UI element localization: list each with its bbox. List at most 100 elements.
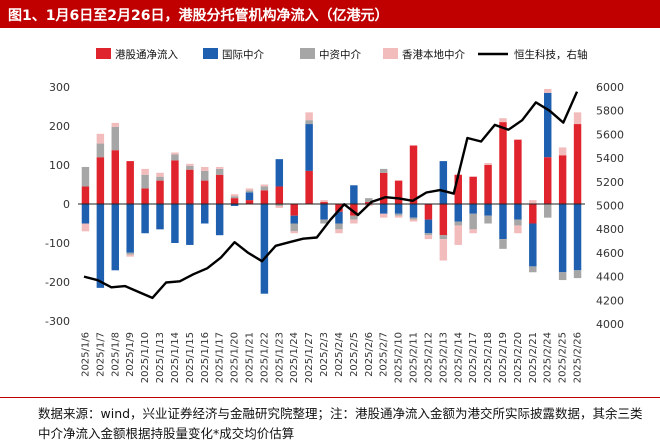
legend-swatch-1 bbox=[203, 48, 218, 59]
bar-southbound bbox=[186, 169, 194, 204]
x-tick-label: 2025/1/9 bbox=[125, 332, 136, 377]
bar-international bbox=[215, 204, 224, 236]
bar-chinese bbox=[379, 168, 388, 173]
bar-hk-local bbox=[245, 188, 254, 191]
bar-southbound bbox=[350, 204, 358, 216]
legend-swatch-3 bbox=[383, 48, 398, 59]
bar-hk-local bbox=[409, 219, 418, 222]
x-tick-label: 2025/1/23 bbox=[274, 332, 285, 383]
bar-southbound bbox=[499, 122, 507, 204]
bar-chinese bbox=[215, 168, 224, 175]
y-left-tick-label: 300 bbox=[49, 81, 70, 94]
bar-hk-local bbox=[186, 163, 194, 166]
source-note: 数据来源：wind，兴业证券经济与金融研究院整理；注：港股通净流入金额为港交所实… bbox=[38, 406, 643, 441]
bar-international bbox=[514, 204, 522, 220]
bar-southbound bbox=[275, 186, 284, 204]
y-right-tick-label: 4800 bbox=[596, 223, 624, 236]
bar-chinese bbox=[365, 198, 373, 203]
y-right-tick-label: 4400 bbox=[596, 271, 624, 284]
bar-hk-local bbox=[558, 147, 567, 156]
x-tick-label: 2025/2/7 bbox=[379, 332, 390, 377]
bar-chinese bbox=[573, 270, 582, 279]
bar-international bbox=[484, 204, 492, 216]
bar-international bbox=[499, 204, 507, 240]
x-tick-label: 2025/2/14 bbox=[453, 332, 464, 383]
legend-swatch-2 bbox=[300, 48, 315, 59]
bar-chinese bbox=[469, 213, 477, 230]
x-tick-label: 2025/2/19 bbox=[498, 332, 509, 383]
bar-hk-local bbox=[111, 122, 120, 127]
y-right-tick-label: 5400 bbox=[596, 152, 624, 165]
bar-southbound bbox=[126, 161, 134, 204]
bar-southbound bbox=[454, 174, 462, 204]
bar-international bbox=[573, 204, 582, 271]
x-tick-label: 2025/2/17 bbox=[468, 332, 479, 383]
bar-hk-local bbox=[275, 205, 284, 208]
bar-international bbox=[439, 161, 448, 204]
bar-southbound bbox=[543, 157, 552, 204]
bar-hk-local bbox=[320, 200, 328, 203]
bar-hk-local bbox=[305, 112, 313, 121]
bar-international bbox=[305, 124, 313, 171]
legend-label-4: 恒生科技，右轴 bbox=[514, 48, 588, 61]
bar-international bbox=[260, 204, 269, 294]
bar-chinese bbox=[111, 126, 120, 151]
bar-southbound bbox=[111, 150, 120, 204]
x-tick-label: 2025/2/25 bbox=[558, 332, 569, 383]
x-tick-label: 2025/2/26 bbox=[573, 332, 584, 383]
y-right-tick-label: 5600 bbox=[596, 128, 624, 141]
bar-international bbox=[201, 204, 209, 224]
bar-hk-local bbox=[543, 88, 552, 93]
bar-chinese bbox=[245, 190, 254, 193]
bar-chinese bbox=[290, 223, 298, 232]
bar-hk-local bbox=[215, 166, 224, 169]
bar-hk-local bbox=[171, 152, 179, 155]
bar-chinese bbox=[543, 204, 552, 218]
bar-international bbox=[469, 204, 477, 214]
bar-international bbox=[529, 223, 537, 267]
title-bar: 图1、1月6日至2月26日，港股分托管机构净流入（亿港元） bbox=[0, 0, 660, 28]
bar-southbound bbox=[141, 188, 149, 204]
x-tick-label: 2025/1/22 bbox=[259, 332, 270, 383]
bar-chinese bbox=[230, 196, 239, 199]
bar-hk-local bbox=[573, 112, 582, 125]
bar-southbound bbox=[171, 160, 179, 204]
y-right-tick-label: 5800 bbox=[596, 105, 624, 118]
x-tick-label: 2025/2/4 bbox=[334, 332, 345, 377]
x-tick-label: 2025/1/6 bbox=[80, 332, 91, 377]
bar-chinese bbox=[141, 174, 149, 189]
footer-divider bbox=[0, 397, 660, 398]
bar-hk-local bbox=[156, 172, 164, 177]
bar-southbound bbox=[409, 145, 418, 204]
bar-chinese bbox=[96, 143, 105, 158]
x-tick-label: 2025/1/27 bbox=[304, 332, 315, 383]
x-tick-label: 2025/1/21 bbox=[244, 332, 255, 383]
bar-southbound bbox=[379, 172, 388, 204]
bar-southbound bbox=[573, 124, 582, 204]
bar-international bbox=[245, 192, 254, 201]
y-left-tick-label: 0 bbox=[63, 198, 70, 211]
bar-southbound bbox=[201, 180, 209, 204]
legend-label-2: 中资中介 bbox=[319, 48, 361, 61]
bar-international bbox=[543, 92, 552, 158]
bar-international bbox=[394, 204, 403, 214]
bar-hk-local bbox=[499, 118, 507, 123]
bar-southbound bbox=[156, 180, 164, 204]
bar-southbound bbox=[439, 204, 448, 236]
bar-southbound bbox=[514, 139, 522, 204]
bar-chinese bbox=[424, 233, 433, 236]
bar-chinese bbox=[81, 166, 90, 187]
bar-hk-local bbox=[96, 133, 105, 144]
bar-hk-local bbox=[201, 166, 209, 171]
bar-international bbox=[409, 204, 418, 218]
bar-southbound bbox=[469, 176, 477, 204]
bar-international bbox=[81, 204, 90, 224]
bar-hk-local bbox=[81, 223, 90, 232]
x-tick-label: 2025/2/21 bbox=[528, 332, 539, 383]
y-left-tick-label: 200 bbox=[49, 120, 70, 133]
bar-southbound bbox=[260, 190, 269, 204]
bar-chinese bbox=[499, 239, 507, 249]
x-tick-label: 2025/2/18 bbox=[483, 332, 494, 383]
x-tick-label: 2025/2/12 bbox=[423, 332, 434, 383]
bar-southbound bbox=[484, 165, 492, 204]
